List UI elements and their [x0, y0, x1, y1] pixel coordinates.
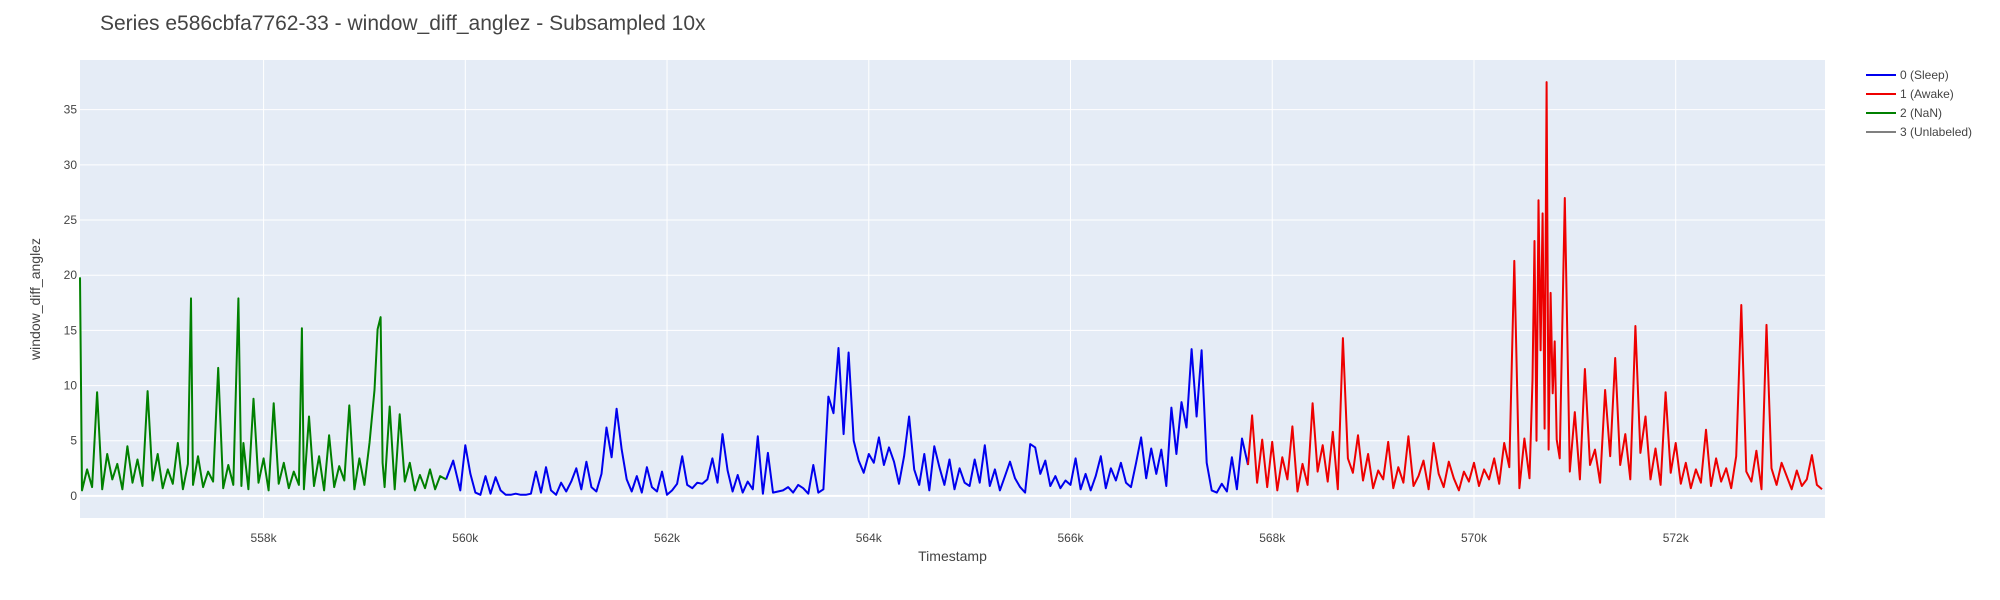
series-line-2-nan — [79, 277, 447, 492]
x-tick-label: 560k — [452, 531, 479, 545]
x-tick-label: 570k — [1461, 531, 1488, 545]
legend[interactable]: 0 (Sleep) 1 (Awake) 2 (NaN) 3 (Unlabeled) — [1866, 68, 1972, 139]
y-tick-label: 10 — [64, 379, 78, 393]
x-tick-label: 558k — [251, 531, 278, 545]
y-tick-label: 30 — [64, 158, 78, 172]
legend-label: 2 (NaN) — [1900, 106, 1942, 120]
y-tick-label: 35 — [64, 103, 78, 117]
y-tick-label: 0 — [70, 489, 77, 503]
legend-item-0-sleep[interactable]: 0 (Sleep) — [1866, 68, 1949, 82]
legend-item-1-awake[interactable]: 1 (Awake) — [1866, 87, 1954, 101]
legend-label: 3 (Unlabeled) — [1900, 125, 1972, 139]
legend-item-3-unlabeled[interactable]: 3 (Unlabeled) — [1866, 125, 1972, 139]
y-tick-label: 20 — [64, 268, 78, 282]
legend-label: 0 (Sleep) — [1900, 68, 1949, 82]
x-tick-label: 562k — [654, 531, 681, 545]
series-line-0-sleep — [445, 347, 1249, 496]
series-lines — [79, 81, 1823, 496]
y-tick-label: 25 — [64, 213, 78, 227]
y-tick-label: 5 — [70, 434, 77, 448]
series-line-1-awake — [1247, 81, 1823, 493]
y-axis-ticks: 0 5 10 15 20 25 30 35 — [64, 103, 78, 503]
x-tick-label: 564k — [856, 531, 883, 545]
y-tick-label: 15 — [64, 323, 78, 337]
x-axis-ticks: 558k 560k 562k 564k 566k 568k 570k 572k — [251, 531, 1690, 545]
chart-title: Series e586cbfa7762-33 - window_diff_ang… — [100, 12, 706, 35]
x-tick-label: 568k — [1259, 531, 1286, 545]
x-tick-label: 566k — [1057, 531, 1084, 545]
x-axis-label: Timestamp — [918, 548, 987, 564]
y-axis-label: window_diff_anglez — [27, 238, 43, 361]
legend-label: 1 (Awake) — [1900, 87, 1954, 101]
legend-item-2-nan[interactable]: 2 (NaN) — [1866, 106, 1942, 120]
x-tick-label: 572k — [1663, 531, 1690, 545]
